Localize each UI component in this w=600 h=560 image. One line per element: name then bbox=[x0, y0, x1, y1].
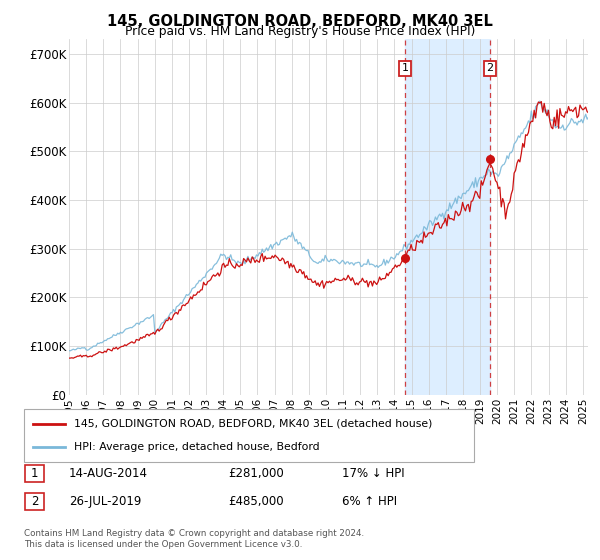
Text: 1: 1 bbox=[401, 63, 409, 73]
Text: £485,000: £485,000 bbox=[228, 494, 284, 508]
Text: HPI: Average price, detached house, Bedford: HPI: Average price, detached house, Bedf… bbox=[74, 442, 319, 452]
Text: 145, GOLDINGTON ROAD, BEDFORD, MK40 3EL: 145, GOLDINGTON ROAD, BEDFORD, MK40 3EL bbox=[107, 14, 493, 29]
Text: 17% ↓ HPI: 17% ↓ HPI bbox=[342, 466, 404, 480]
Text: 6% ↑ HPI: 6% ↑ HPI bbox=[342, 494, 397, 508]
Text: 1: 1 bbox=[31, 467, 38, 480]
Bar bbox=[405, 39, 490, 395]
Text: £281,000: £281,000 bbox=[228, 466, 284, 480]
FancyBboxPatch shape bbox=[25, 465, 44, 482]
Text: 2: 2 bbox=[31, 495, 38, 508]
Text: 145, GOLDINGTON ROAD, BEDFORD, MK40 3EL (detached house): 145, GOLDINGTON ROAD, BEDFORD, MK40 3EL … bbox=[74, 419, 432, 429]
Text: Price paid vs. HM Land Registry's House Price Index (HPI): Price paid vs. HM Land Registry's House … bbox=[125, 25, 475, 38]
Text: 26-JUL-2019: 26-JUL-2019 bbox=[69, 494, 142, 508]
Text: Contains HM Land Registry data © Crown copyright and database right 2024.
This d: Contains HM Land Registry data © Crown c… bbox=[24, 529, 364, 549]
Text: 2: 2 bbox=[486, 63, 493, 73]
FancyBboxPatch shape bbox=[24, 409, 474, 462]
FancyBboxPatch shape bbox=[25, 493, 44, 510]
Text: 14-AUG-2014: 14-AUG-2014 bbox=[69, 466, 148, 480]
